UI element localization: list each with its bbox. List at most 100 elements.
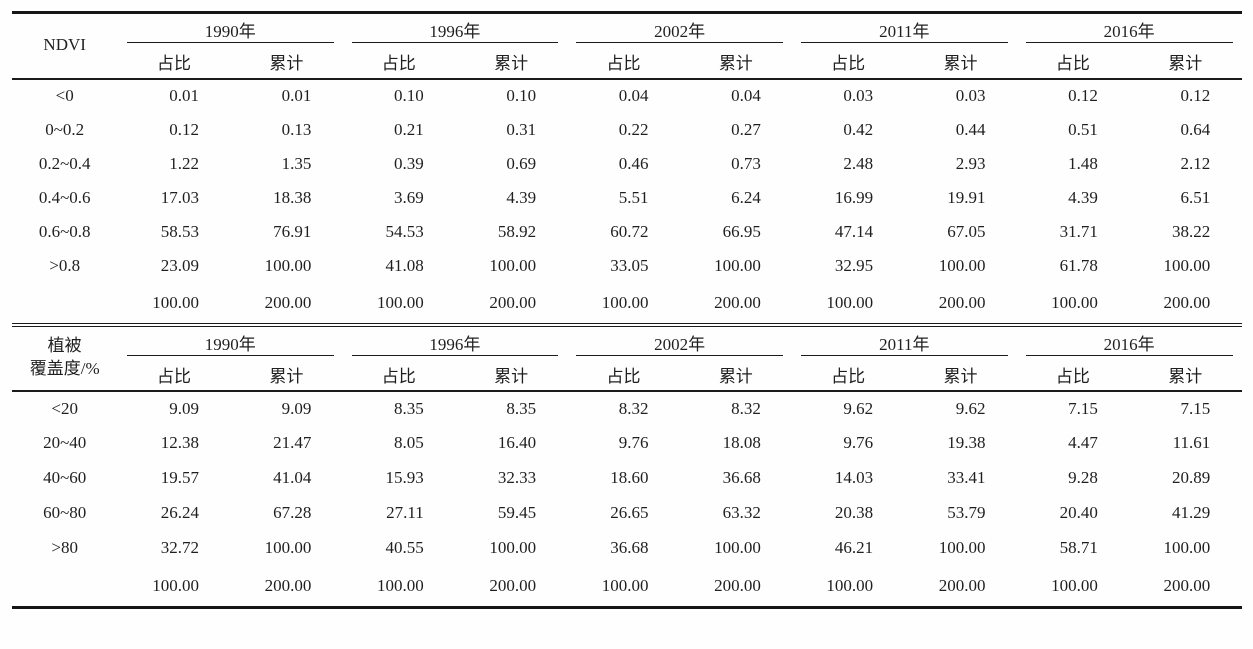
table-row: >0.8 23.09 100.00 41.08 100.00 33.05 100.00 32.… — [12, 249, 1242, 283]
table-row: <20 9.09 9.09 8.35 8.35 8.32 8.32 9.62 9.62 7.15 7… — [12, 391, 1242, 426]
value-cell: 9.09 — [230, 391, 342, 426]
year-group-header: 2016年 — [1017, 13, 1242, 46]
value-cell: 67.28 — [230, 496, 342, 531]
value-cell: 200.00 — [1129, 566, 1241, 608]
value: 66.95 — [722, 221, 761, 241]
value: 8.05 — [393, 433, 424, 453]
value-cell: 36.68 — [680, 461, 792, 496]
value-cell: 58.71 — [1017, 531, 1129, 566]
value-cell: 0.27 — [680, 113, 792, 147]
value: 36.68 — [722, 468, 761, 488]
year-label: 2002年 — [654, 334, 706, 354]
category-label: 0.2~0.4 — [38, 153, 91, 173]
value-cell: 4.39 — [1017, 181, 1129, 215]
category-label: 60~80 — [43, 503, 87, 523]
table-row: 100.00 200.00 100.00 200.00 100.00 200.00 100.… — [12, 283, 1242, 323]
value-cell: 9.09 — [118, 391, 230, 426]
value-cell: 6.51 — [1129, 181, 1241, 215]
cumulative-column-header: 累计 — [230, 45, 343, 80]
value-cell: 8.35 — [455, 391, 567, 426]
value-cell: 0.39 — [343, 147, 455, 181]
value: 0.31 — [506, 119, 537, 139]
value: 67.28 — [273, 503, 312, 523]
year-group-header: 2002年 — [567, 13, 792, 46]
value: 100.00 — [826, 292, 874, 312]
value-cell: 41.04 — [230, 461, 342, 496]
year-label: 1996年 — [429, 334, 481, 354]
value: 1.22 — [169, 153, 200, 173]
value-cell: 8.32 — [680, 391, 792, 426]
year-group-header: 1996年 — [343, 327, 568, 359]
value-cell: 200.00 — [904, 566, 1016, 608]
value: 100.00 — [152, 292, 200, 312]
value-cell: 0.13 — [230, 113, 342, 147]
value-cell: 100.00 — [567, 566, 679, 608]
value-cell: 9.76 — [792, 426, 904, 461]
value: 0.46 — [618, 153, 649, 173]
value: 36.68 — [610, 538, 649, 558]
value: 0.12 — [169, 119, 200, 139]
value-cell: 2.12 — [1129, 147, 1241, 181]
value: 32.33 — [497, 468, 537, 488]
proportion-column-header: 占比 — [1016, 358, 1130, 392]
value: 6.24 — [731, 187, 761, 207]
value: 23.09 — [160, 255, 200, 275]
value: 9.09 — [169, 398, 200, 418]
value-cell: 100.00 — [343, 566, 455, 608]
header-row-years: 植被 覆盖度/% 1990年 1996年 2002年 2011年 2016年 — [11, 326, 1242, 392]
value-cell: 0.10 — [455, 79, 567, 113]
value-cell: 32.95 — [792, 249, 904, 283]
value-cell: 33.05 — [567, 249, 679, 283]
value-cell: 8.32 — [567, 391, 679, 426]
category-label: 0~0.2 — [45, 119, 85, 139]
value: 32.72 — [160, 538, 200, 558]
value: 1.48 — [1068, 153, 1098, 173]
vegetation-coverage-column-title: 植被 覆盖度/% — [11, 326, 118, 392]
value: 100.00 — [376, 576, 424, 596]
value: 1.35 — [281, 153, 312, 173]
proportion-column-header: 占比 — [792, 358, 905, 392]
cumulative-column-header: 累计 — [230, 358, 343, 392]
double-rule-divider — [11, 322, 1242, 327]
value-cell: 6.24 — [680, 181, 792, 215]
value: 200.00 — [714, 292, 761, 312]
value-cell: 36.68 — [567, 531, 679, 566]
year-label: 2011年 — [879, 21, 930, 41]
value: 200.00 — [489, 576, 537, 596]
category-label — [12, 566, 118, 608]
year-group-header: 1990年 — [118, 327, 343, 359]
value-cell: 0.73 — [680, 147, 792, 181]
value: 0.03 — [955, 86, 986, 105]
value: 9.76 — [843, 433, 874, 453]
value-cell: 17.03 — [118, 181, 230, 215]
value: 100.00 — [489, 538, 537, 558]
value-cell: 20.40 — [1017, 496, 1129, 531]
value: 100.00 — [376, 292, 424, 312]
value: 33.41 — [947, 468, 986, 488]
value: 54.53 — [385, 221, 424, 241]
value: 200.00 — [938, 292, 986, 312]
value: 19.91 — [947, 187, 986, 207]
table-row: 0.6~0.8 58.53 76.91 54.53 58.92 60.72 66.95 47.… — [12, 215, 1242, 249]
value: 0.04 — [731, 86, 761, 105]
value: 20.40 — [1059, 503, 1098, 523]
value-cell: 58.53 — [118, 215, 230, 249]
value-cell: 0.04 — [567, 79, 679, 113]
value: 0.01 — [281, 86, 312, 105]
value-cell: 12.38 — [118, 426, 230, 461]
row-header-line: NDVI — [43, 35, 86, 55]
value: 5.51 — [618, 187, 649, 207]
value: 19.38 — [947, 433, 986, 453]
value-cell: 9.62 — [792, 391, 904, 426]
value: 41.29 — [1172, 503, 1211, 523]
proportion-column-header: 占比 — [1016, 45, 1130, 80]
value-cell: 20.38 — [792, 496, 904, 531]
value-cell: 41.08 — [343, 249, 455, 283]
category-label: <20 — [51, 398, 78, 418]
value: 4.39 — [506, 187, 537, 207]
value: 19.57 — [160, 468, 200, 488]
value: 100.00 — [1163, 255, 1211, 275]
value: 38.22 — [1172, 221, 1211, 241]
value: 32.95 — [834, 255, 874, 275]
